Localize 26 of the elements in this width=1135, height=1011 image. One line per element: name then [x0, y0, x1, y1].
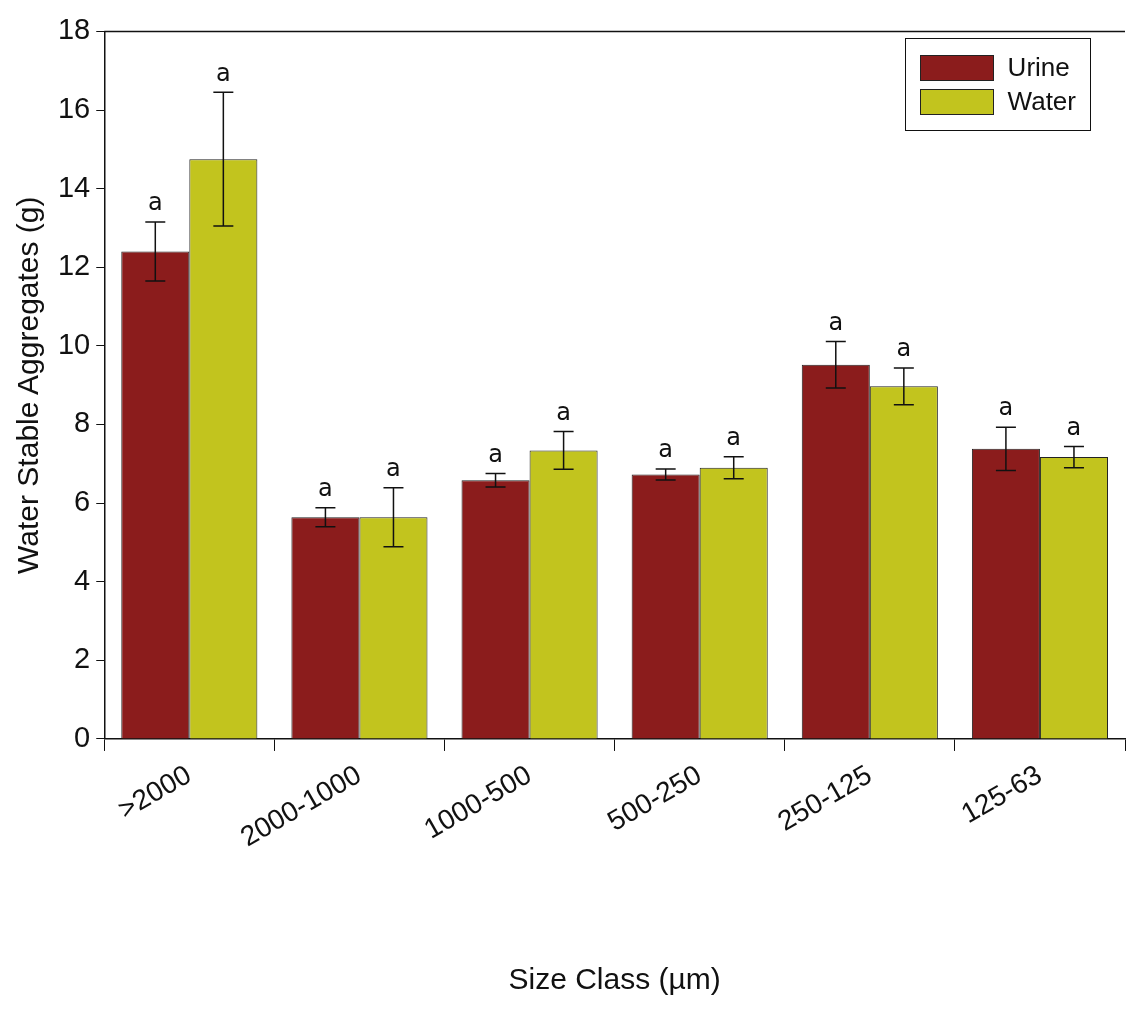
legend-label: Urine [1007, 52, 1070, 83]
y-tick-label: 0 [74, 720, 91, 753]
annotation: a [556, 397, 571, 426]
annotation: a [318, 474, 333, 503]
annotation: a [896, 334, 912, 363]
annotation: a [828, 307, 844, 336]
y-tick-label: 8 [74, 406, 91, 439]
annotation: a [1066, 412, 1082, 441]
annotation: a [488, 439, 503, 468]
y-tick-label: 10 [57, 327, 91, 360]
y-tick-label: 4 [74, 563, 91, 596]
y-tick-label: 16 [57, 92, 91, 125]
annotation: a [998, 393, 1014, 422]
y-tick-label: 18 [57, 13, 91, 46]
y-tick-label: 6 [74, 485, 91, 518]
annotation: a [147, 188, 163, 217]
y-tick-label: 12 [57, 249, 91, 282]
y-tick-label: 14 [57, 170, 91, 203]
annotation: a [386, 454, 401, 482]
y-tick-label: 2 [74, 642, 91, 675]
legend-label: Water [1007, 86, 1076, 117]
annotation: a [726, 422, 742, 451]
x-axis-title: Size Class (µm) [508, 962, 721, 996]
annotation: a [215, 58, 231, 87]
annotation: a [658, 435, 674, 464]
y-axis-title: Water Stable Aggregates (g) [11, 196, 45, 574]
